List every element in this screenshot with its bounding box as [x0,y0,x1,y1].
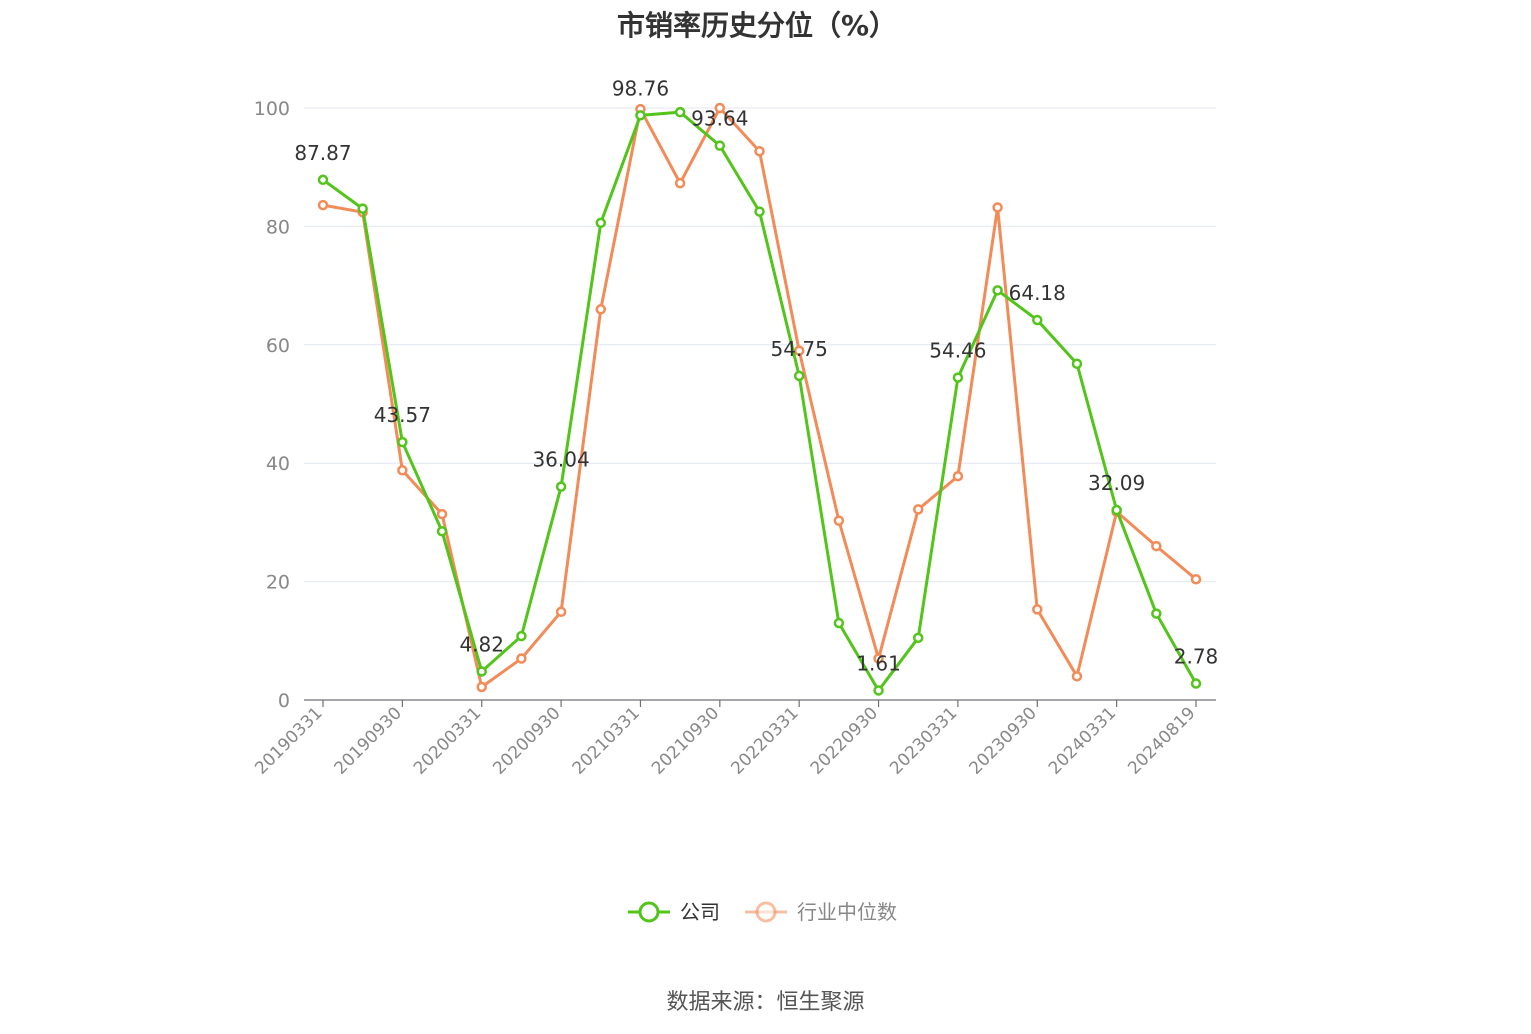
data-point [317,199,329,211]
data-point [516,630,527,642]
data-point [1032,314,1043,326]
legend-item-1[interactable]: 行业中位数 [745,900,897,924]
x-tick-label: 20240331 [1045,703,1120,778]
data-point [317,174,329,186]
data-label: 4.82 [459,632,504,656]
data-point [1151,608,1162,619]
x-tick-label: 20200331 [410,703,485,778]
series-1 [317,102,1202,693]
data-label: 54.75 [771,337,828,361]
legend-marker [638,901,660,923]
data-point [793,345,805,356]
x-tick-label: 20210331 [569,703,644,778]
data-point [555,481,567,492]
data-point [1190,678,1202,689]
data-point [635,110,646,121]
x-tick-label: 20200930 [489,703,564,778]
data-point [754,145,765,157]
data-point [476,666,487,677]
chart-title: 市销率历史分位（%） [617,9,897,42]
data-point [873,653,884,664]
x-tick-label: 20230331 [886,703,961,778]
data-label: 87.87 [294,141,351,165]
data-point [595,304,607,315]
data-point [714,140,726,151]
data-label: 98.76 [612,76,669,100]
data-point [992,285,1003,296]
data-point [674,106,686,118]
data-point [436,526,448,537]
grid-lines [304,107,1216,583]
data-point [1111,504,1122,516]
legend[interactable]: 公司 行业中位数 [628,900,897,924]
legend-label: 公司 [680,900,720,924]
y-axis: 0 20 40 60 80 100 [254,98,290,712]
y-tick-label: 0 [278,690,290,712]
legend-item-0[interactable]: 公司 [628,900,720,924]
data-point [516,653,527,664]
series-line [322,110,1198,692]
x-tick-label: 20230930 [965,703,1040,778]
y-tick-label: 20 [266,572,290,594]
data-point [833,515,845,526]
legend-marker [755,901,777,923]
x-tick-label: 20220331 [727,703,802,778]
x-tick-label: 20190930 [331,703,406,778]
data-point [873,685,884,696]
data-point [397,436,408,448]
y-tick-label: 100 [254,98,290,120]
data-point [912,504,924,515]
legend-label: 行业中位数 [797,900,897,924]
x-tick-label: 20220930 [807,703,882,778]
series-line [322,106,1197,689]
data-point [674,177,686,189]
data-point [754,206,765,217]
data-point [833,617,845,629]
x-tick-label: 20210930 [648,703,723,778]
x-axis: 20190331 20190930 20200331 20200930 20210331… [251,699,1216,779]
series-layer [317,102,1202,696]
data-point [555,606,567,618]
data-label: 36.04 [532,448,589,472]
data-label: 93.64 [691,107,748,131]
data-label: 1.61 [856,651,901,675]
data-point [952,372,964,383]
x-tick-label: 20190331 [251,703,326,778]
data-source: 数据来源：恒生聚源 [666,990,865,1015]
data-point [357,203,368,214]
data-point [952,470,964,482]
data-point [793,370,805,382]
data-label: 43.57 [374,403,431,427]
data-labels: 87.87 43.57 4.82 36.04 98.76 93.64 54.75 1.61 54… [294,76,1218,675]
data-point [912,632,924,644]
data-point [476,681,487,693]
data-point [436,508,448,520]
data-label: 64.18 [1009,281,1066,305]
y-tick-label: 80 [266,216,290,238]
data-point [1032,604,1043,615]
data-point [397,465,408,476]
data-point [595,217,607,229]
y-tick-label: 40 [266,453,290,475]
x-tick-label: 20240819 [1124,703,1199,778]
data-point [1190,573,1202,585]
data-point [1071,358,1083,369]
data-point [714,102,726,114]
data-point [1151,540,1162,552]
data-point [1071,671,1083,682]
data-label: 2.78 [1174,645,1219,669]
series-0 [317,106,1202,696]
data-label: 54.46 [929,339,986,363]
y-tick-label: 60 [266,335,290,357]
data-label: 32.09 [1088,471,1145,495]
data-point [992,202,1003,213]
